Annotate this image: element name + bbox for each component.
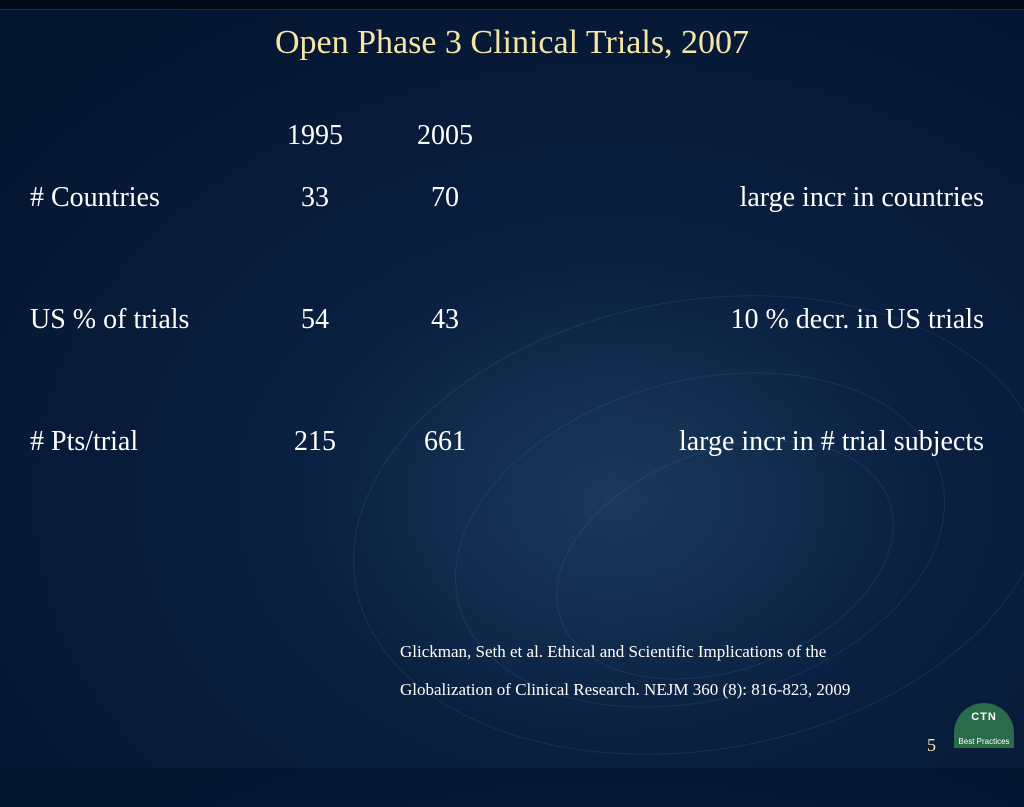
table-header-row: 1995 2005 xyxy=(30,120,994,152)
header-1995: 1995 xyxy=(250,120,380,152)
header-blank xyxy=(30,120,250,152)
top-bar xyxy=(0,0,1024,10)
table-row: # Countries 33 70 large incr in countrie… xyxy=(30,182,994,214)
row-value-2005: 43 xyxy=(380,304,510,336)
data-table: 1995 2005 # Countries 33 70 large incr i… xyxy=(30,120,994,548)
citation: Glickman, Seth et al. Ethical and Scient… xyxy=(400,633,984,708)
slide-title: Open Phase 3 Clinical Trials, 2007 xyxy=(0,24,1024,62)
logo-main-text: CTN xyxy=(954,711,1014,723)
citation-line-2: Globalization of Clinical Research. NEJM… xyxy=(400,671,984,708)
row-value-1995: 54 xyxy=(250,304,380,336)
logo-sub-text: Best Practices xyxy=(954,737,1014,746)
citation-line-1: Glickman, Seth et al. Ethical and Scient… xyxy=(400,633,984,670)
page-number: 5 xyxy=(927,735,936,756)
row-label: # Countries xyxy=(30,182,250,214)
row-value-1995: 33 xyxy=(250,182,380,214)
ctn-logo: CTN Best Practices xyxy=(954,703,1014,748)
row-note: 10 % decr. in US trials xyxy=(510,304,994,336)
header-blank-note xyxy=(510,120,994,152)
row-note: large incr in # trial subjects xyxy=(510,426,994,458)
row-value-2005: 661 xyxy=(380,426,510,458)
row-note: large incr in countries xyxy=(510,182,994,214)
row-label: US % of trials xyxy=(30,304,250,336)
table-row: # Pts/trial 215 661 large incr in # tria… xyxy=(30,426,994,458)
table-row: US % of trials 54 43 10 % decr. in US tr… xyxy=(30,304,994,336)
row-value-2005: 70 xyxy=(380,182,510,214)
row-value-1995: 215 xyxy=(250,426,380,458)
header-2005: 2005 xyxy=(380,120,510,152)
row-label: # Pts/trial xyxy=(30,426,250,458)
